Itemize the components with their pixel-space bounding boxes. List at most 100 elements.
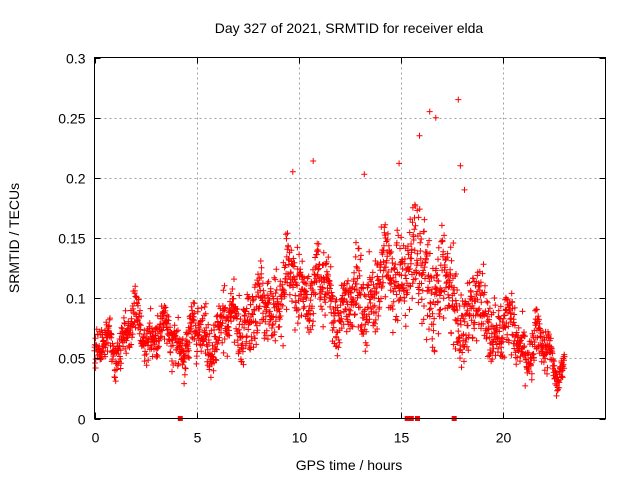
data-point: [434, 271, 441, 278]
data-point: [424, 241, 431, 248]
data-point: [531, 357, 537, 364]
data-point: [102, 344, 109, 351]
data-point: [227, 290, 234, 297]
data-point: [493, 341, 500, 348]
data-point: [389, 329, 396, 336]
data-point: [435, 278, 442, 285]
data-point: [118, 324, 125, 331]
data-point: [394, 227, 401, 234]
data-point: [352, 253, 359, 260]
data-point: [207, 374, 214, 381]
data-point: [213, 346, 220, 353]
data-point: [315, 241, 322, 247]
data-point: [382, 221, 389, 228]
data-point: [181, 371, 188, 378]
data-point: [501, 354, 508, 361]
data-point: [326, 278, 333, 284]
data-point: [322, 291, 329, 298]
data-point: [287, 269, 294, 276]
data-point: [243, 334, 250, 341]
data-point: [471, 319, 478, 326]
data-point: [381, 232, 388, 239]
data-point: [477, 279, 484, 286]
data-point: [338, 325, 345, 332]
data-point: [421, 264, 428, 271]
data-point: [415, 299, 422, 306]
data-point: [310, 310, 317, 317]
data-point: [283, 235, 290, 242]
data-point: [299, 273, 306, 280]
data-point: [485, 308, 492, 315]
data-point: [486, 334, 493, 341]
data-point: [353, 239, 359, 246]
data-point: [429, 335, 436, 342]
data-point: [327, 303, 334, 310]
data-point: [400, 287, 407, 294]
data-point: [272, 290, 279, 297]
data-point: [234, 337, 241, 344]
data-point: [496, 328, 503, 335]
data-point: [393, 313, 400, 320]
data-point: [102, 353, 109, 360]
data-point: [431, 348, 438, 355]
data-point: [442, 264, 448, 271]
data-point: [388, 248, 395, 255]
data-point: [226, 327, 232, 334]
data-point: [167, 349, 174, 356]
data-point: [153, 324, 159, 331]
data-point: [350, 297, 357, 304]
data-point: [128, 341, 135, 348]
data-point: [380, 267, 387, 274]
data-point: [353, 263, 360, 270]
data-point: [443, 269, 450, 276]
data-point: [234, 306, 241, 313]
y-tick-labels: 0 0.05 0.1 0.15 0.2 0.25 0.3: [58, 51, 85, 428]
data-point: [528, 370, 535, 377]
data-point: [441, 232, 448, 239]
data-point: [379, 273, 386, 280]
data-point: [325, 273, 331, 279]
data-point: [485, 325, 492, 332]
data-point: [191, 310, 198, 317]
data-point: [498, 349, 505, 356]
data-point: [107, 315, 113, 322]
data-point: [143, 351, 150, 357]
data-point: [468, 317, 475, 324]
data-point: [521, 333, 528, 340]
data-point: [373, 309, 379, 315]
data-point: [310, 158, 317, 164]
data-point: [212, 333, 219, 340]
data-point: [118, 360, 125, 367]
data-point: [160, 312, 167, 319]
data-point: [336, 339, 343, 346]
data-point: [108, 331, 115, 338]
data-point: [561, 365, 568, 372]
data-point: [319, 285, 326, 292]
data-point: [426, 278, 433, 285]
data-point: [420, 316, 427, 323]
data-point: [134, 317, 141, 324]
data-point: [271, 329, 278, 335]
data-point: [334, 352, 341, 359]
data-point: [281, 291, 288, 298]
data-point: [450, 341, 457, 348]
data-point: [421, 216, 428, 223]
data-point: [111, 374, 118, 381]
data-point: [489, 356, 496, 363]
data-point: [457, 321, 464, 328]
data-point: [397, 245, 403, 252]
data-point: [417, 239, 424, 246]
data-point: [378, 295, 384, 302]
data-point: [304, 324, 311, 331]
data-point: [390, 288, 397, 295]
data-point: [253, 322, 260, 329]
data-point: [350, 276, 357, 283]
data-point: [243, 305, 250, 312]
data-point: [294, 320, 301, 327]
data-point: [298, 312, 305, 319]
data-point: [175, 314, 182, 321]
data-point: [412, 222, 419, 229]
data-point: [409, 280, 416, 287]
data-point: [205, 321, 212, 328]
